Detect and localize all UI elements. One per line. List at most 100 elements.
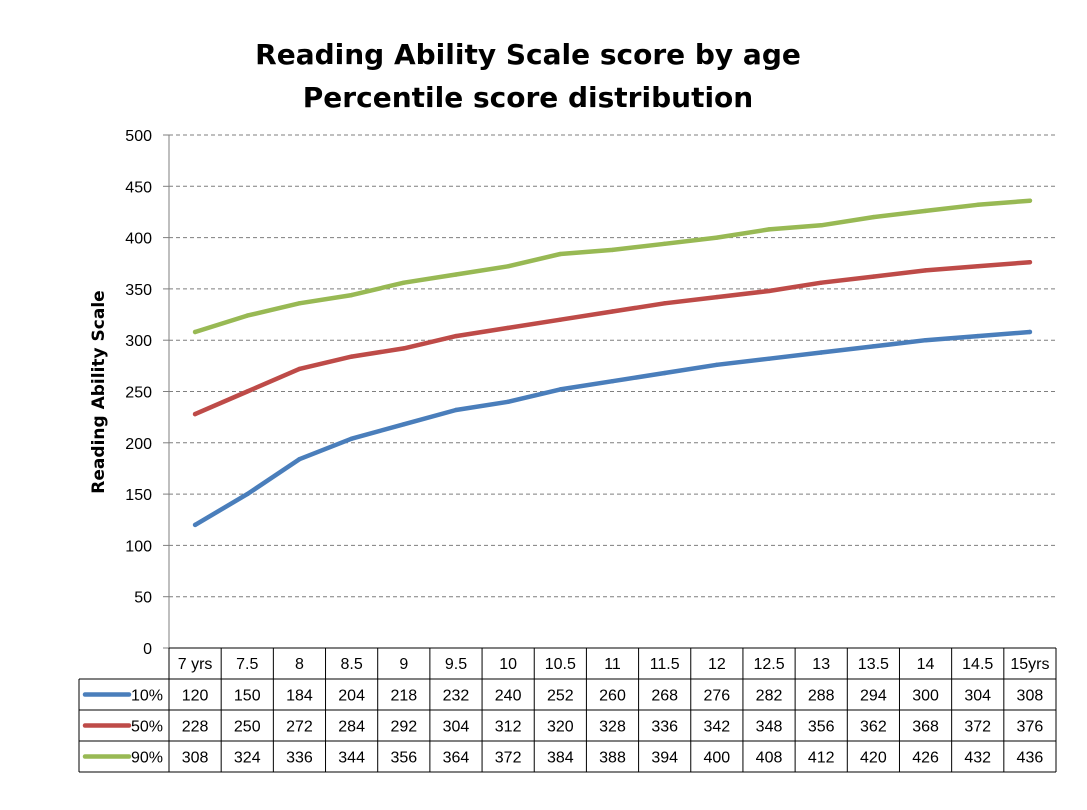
table-cell-value: 356 [390,750,417,767]
y-tick-label: 250 [125,385,152,402]
table-cell-value: 150 [234,688,261,705]
table-cell-value: 344 [338,750,365,767]
data-point [401,280,406,285]
x-tick-label: 11 [604,656,621,673]
data-point [349,292,354,298]
table-cell-value: 292 [390,719,417,736]
table-cell-value: 328 [599,719,626,736]
table-cell-value: 272 [286,719,313,736]
data-point [349,354,354,359]
table-cell-value: 388 [599,750,626,767]
data-point [453,272,459,277]
legend-label: 50% [131,719,163,736]
table-cell-value: 348 [756,719,783,736]
data-point [714,235,720,240]
y-tick-labels: 0 50 100 150 200 250 300 350 400 450 500 [125,128,152,658]
data-point [245,491,250,497]
data-point [975,202,980,207]
table-cell-value: 320 [547,719,574,736]
data-point [662,370,667,376]
table-cell-value: 304 [443,719,470,736]
table-cell-value: 376 [1017,719,1044,736]
table-cell-value: 368 [912,719,939,736]
data-point [558,317,563,322]
table-cell-value: 308 [1017,688,1044,705]
table-cell-value: 304 [964,688,991,705]
data-point [610,379,615,384]
data-point [297,301,302,306]
data-point [975,333,980,339]
gridlines [169,134,1056,598]
table-cell-value: 232 [443,688,470,705]
table-cell-value: 372 [964,719,991,736]
y-tick-label: 350 [125,282,152,299]
table-cell-value: 408 [756,750,783,767]
data-point [192,522,198,528]
table-cell-value: 436 [1017,750,1044,767]
x-tick-label: 15yrs [1010,656,1049,673]
table-cell-value: 312 [495,719,522,736]
y-axis-label: Reading Ability Scale [89,290,109,493]
data-point [401,346,406,351]
table-cell-value: 400 [704,750,731,767]
x-tick-label: 14 [917,656,935,673]
y-tick-label: 400 [125,231,152,248]
x-tick-label: 10 [499,656,517,673]
series-line-10pct [192,329,1033,528]
x-tick-label: 9 [399,656,408,673]
table-cell-value: 240 [495,688,522,705]
data-point [766,356,772,361]
data-point [766,227,772,232]
x-tick-label: 13.5 [858,656,889,673]
x-tick-label: 12.5 [753,656,784,673]
data-point [558,387,563,392]
table-cell-value: 288 [808,688,835,705]
y-tick-label: 50 [134,590,152,607]
y-tick-label: 0 [143,641,152,658]
data-point [871,214,876,220]
x-tick-label: 13 [812,656,830,673]
data-point [349,436,354,441]
x-tick-label: 12 [708,656,726,673]
table-cell-value: 268 [651,688,678,705]
data-point [819,280,824,285]
legend-label: 10% [131,688,163,705]
table-cell-value: 384 [547,750,574,767]
table-cell-value: 364 [443,750,470,767]
table-cell-value: 432 [964,750,991,767]
table-cell-value: 252 [547,688,574,705]
table-cell-value: 336 [651,719,678,736]
y-tick-label: 450 [125,179,152,196]
data-point [297,457,302,462]
table-cell-value: 250 [234,719,261,736]
y-tick-label: 200 [125,436,152,453]
x-tick-label: 9.5 [445,656,467,673]
data-point [505,325,511,331]
table-cell-value: 426 [912,750,939,767]
table-cell-value: 356 [808,719,835,736]
data-point [714,362,720,368]
data-point [923,208,928,214]
table-cell-value: 372 [495,750,522,767]
data-point [1027,198,1033,203]
x-tick-label: 7.5 [236,656,258,673]
chart-subtitle: Percentile score distribution [303,81,753,114]
x-tick-label: 8 [295,656,304,673]
data-point [192,329,198,335]
table-cell-value: 184 [286,688,313,705]
legend-label: 90% [131,750,163,767]
x-tick-label: 10.5 [545,656,576,673]
data-point [297,366,302,372]
data-point [923,338,928,343]
y-tick-label: 100 [125,538,152,555]
data-point [610,309,615,314]
data-point [245,389,250,394]
table-cell-value: 228 [182,719,209,736]
table-cell-value: 336 [286,750,313,767]
x-tick-label: 7 yrs [178,656,213,673]
table-cell-value: 324 [234,750,261,767]
x-tick-label: 8.5 [340,656,362,673]
data-point [245,313,250,318]
table-cell-value: 308 [182,750,209,767]
